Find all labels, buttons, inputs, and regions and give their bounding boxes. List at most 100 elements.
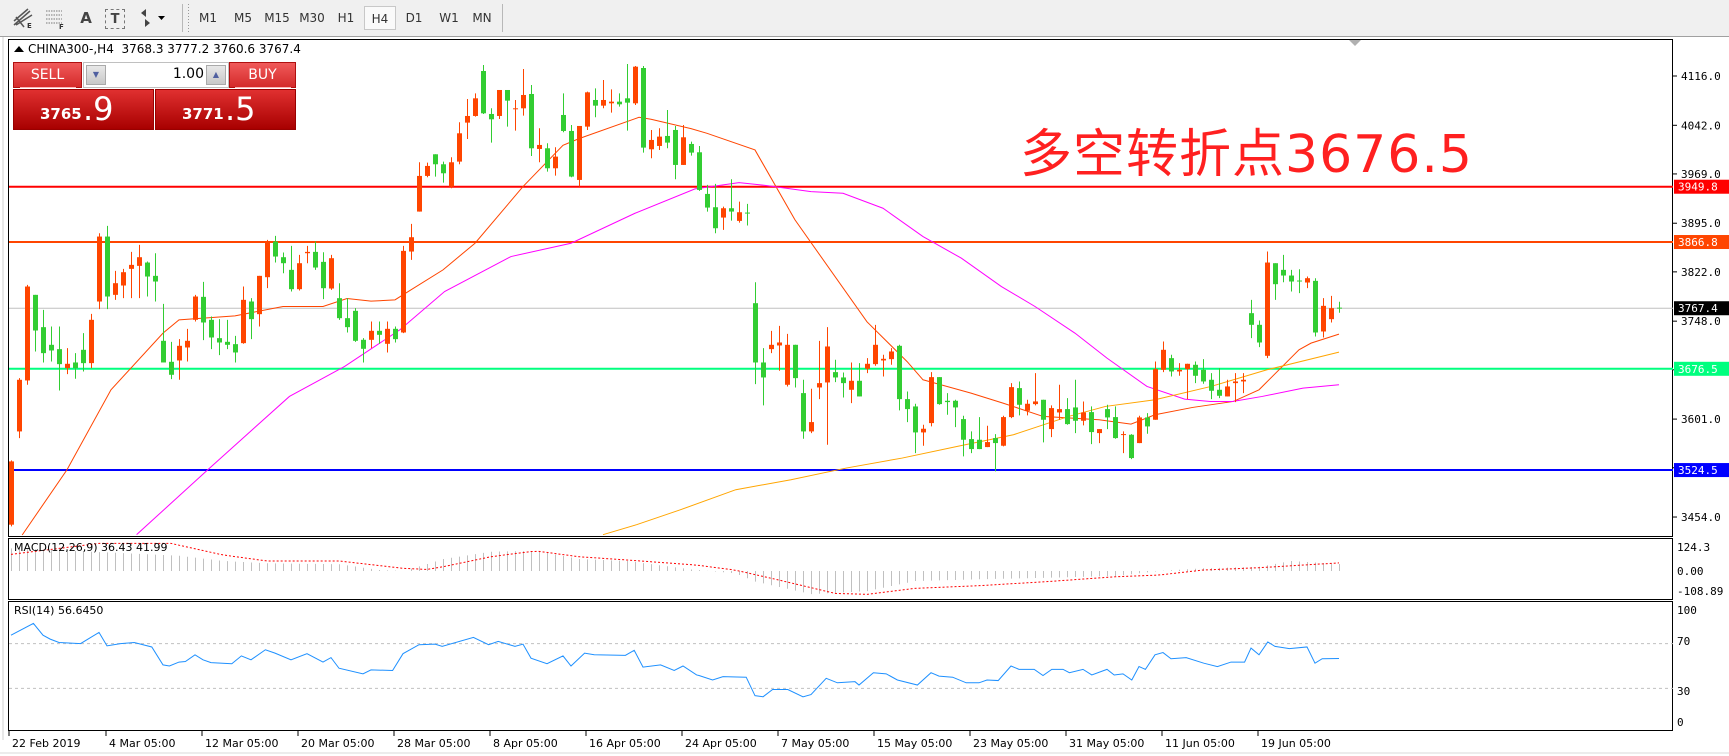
candle bbox=[281, 252, 286, 274]
price-level-tag bbox=[1674, 301, 1729, 316]
lot-size-field[interactable]: ▼ 1.00 ▲ bbox=[83, 62, 229, 88]
chart-shift-marker[interactable] bbox=[1349, 40, 1361, 46]
lot-increase-button[interactable]: ▲ bbox=[206, 65, 226, 85]
candle bbox=[753, 282, 758, 385]
candle bbox=[1097, 429, 1102, 444]
candle-body bbox=[497, 89, 502, 116]
candle-body bbox=[1065, 409, 1070, 425]
fibonacci-fan-icon[interactable]: E bbox=[10, 5, 36, 31]
macd-indicator bbox=[10, 542, 1340, 595]
candle bbox=[913, 403, 918, 454]
candle-body bbox=[921, 428, 926, 433]
price-tick-label: 3895.0 bbox=[1681, 217, 1721, 230]
candle bbox=[657, 128, 662, 150]
sell-price-box[interactable]: 3765 .9 bbox=[13, 89, 154, 130]
lot-size-value[interactable]: 1.00 bbox=[172, 66, 204, 82]
buy-price-box[interactable]: 3771 .5 bbox=[155, 89, 296, 130]
candle-body bbox=[97, 236, 102, 302]
buy-button[interactable]: BUY bbox=[229, 62, 296, 88]
timeframe-d1[interactable]: D1 bbox=[405, 11, 423, 25]
candle-body bbox=[57, 349, 62, 365]
chart-annotation-text[interactable]: 多空转折点3676.5 bbox=[1020, 125, 1473, 185]
candle-body bbox=[593, 99, 598, 106]
candle-body bbox=[33, 294, 38, 331]
arrows-dropdown-icon[interactable] bbox=[138, 5, 168, 31]
candle bbox=[857, 363, 862, 397]
candle-body bbox=[705, 193, 710, 208]
text-label-icon[interactable]: T bbox=[105, 9, 125, 29]
candle-body bbox=[649, 139, 654, 150]
candle bbox=[961, 415, 966, 457]
timeframe-h4[interactable]: H4 bbox=[364, 6, 396, 30]
candle bbox=[321, 252, 326, 300]
timeframe-w1[interactable]: W1 bbox=[439, 11, 459, 25]
candle bbox=[585, 91, 590, 130]
candle bbox=[1265, 251, 1270, 359]
text-icon[interactable]: A bbox=[73, 5, 99, 31]
candle-body bbox=[345, 318, 350, 328]
timeframe-m30[interactable]: M30 bbox=[299, 11, 325, 25]
candle-body bbox=[409, 237, 414, 252]
candle bbox=[761, 348, 766, 406]
candle-body bbox=[657, 136, 662, 146]
timeframe-m5[interactable]: M5 bbox=[234, 11, 252, 25]
candle-body bbox=[321, 261, 326, 289]
candle bbox=[345, 298, 350, 333]
timeframe-h1[interactable]: H1 bbox=[337, 11, 355, 25]
collapse-triangle-icon[interactable] bbox=[14, 46, 24, 52]
candle bbox=[537, 128, 542, 163]
timeframe-m1[interactable]: M1 bbox=[199, 11, 217, 25]
candle bbox=[1089, 406, 1094, 445]
candle bbox=[945, 393, 950, 415]
candle-body bbox=[209, 319, 214, 338]
price-tick-label: 4116.0 bbox=[1681, 70, 1721, 83]
timeframe-m15[interactable]: M15 bbox=[264, 11, 290, 25]
candle bbox=[161, 303, 166, 363]
candle bbox=[769, 330, 774, 354]
candle bbox=[849, 362, 854, 404]
candle-body bbox=[177, 345, 182, 361]
candle-body bbox=[865, 363, 870, 369]
candle bbox=[329, 254, 334, 290]
candle-body bbox=[329, 258, 334, 289]
candle bbox=[905, 391, 910, 423]
candle-body bbox=[1057, 409, 1062, 413]
candle bbox=[153, 253, 158, 302]
candle-body bbox=[929, 377, 934, 424]
candle bbox=[953, 399, 958, 428]
candle-body bbox=[937, 377, 942, 405]
candle-body bbox=[129, 264, 134, 269]
candle bbox=[385, 321, 390, 353]
candle-body bbox=[1121, 434, 1126, 436]
candle bbox=[1137, 415, 1142, 444]
fibonacci-retracement-icon[interactable]: F bbox=[42, 5, 68, 31]
macd-axis-max: 124.3 bbox=[1677, 541, 1710, 554]
toolbar-grip[interactable] bbox=[188, 4, 189, 32]
candle bbox=[217, 319, 222, 356]
chart-symbol-header: CHINA300-,H4 3768.3 3777.2 3760.6 3767.4 bbox=[28, 42, 301, 56]
candle bbox=[1257, 320, 1262, 348]
candle-body bbox=[1129, 434, 1134, 459]
candle bbox=[1073, 379, 1078, 434]
candle-body bbox=[145, 262, 150, 277]
sell-button[interactable]: SELL bbox=[13, 62, 82, 88]
time-tick-label: 23 May 05:00 bbox=[973, 737, 1048, 750]
candle bbox=[529, 84, 534, 156]
candle bbox=[185, 328, 190, 362]
candle bbox=[641, 66, 646, 153]
candle bbox=[257, 275, 262, 327]
lot-decrease-button[interactable]: ▼ bbox=[86, 65, 106, 85]
candle-body bbox=[65, 363, 70, 369]
candle bbox=[593, 88, 598, 118]
candle bbox=[353, 308, 358, 342]
candle bbox=[1001, 415, 1006, 447]
candle bbox=[1081, 401, 1086, 426]
candle-body bbox=[961, 419, 966, 440]
timeframe-mn[interactable]: MN bbox=[472, 11, 492, 25]
candle bbox=[297, 254, 302, 291]
candle-body bbox=[697, 152, 702, 190]
candle-body bbox=[777, 342, 782, 346]
candle bbox=[833, 359, 838, 383]
buy-price-pips: .5 bbox=[225, 90, 256, 128]
